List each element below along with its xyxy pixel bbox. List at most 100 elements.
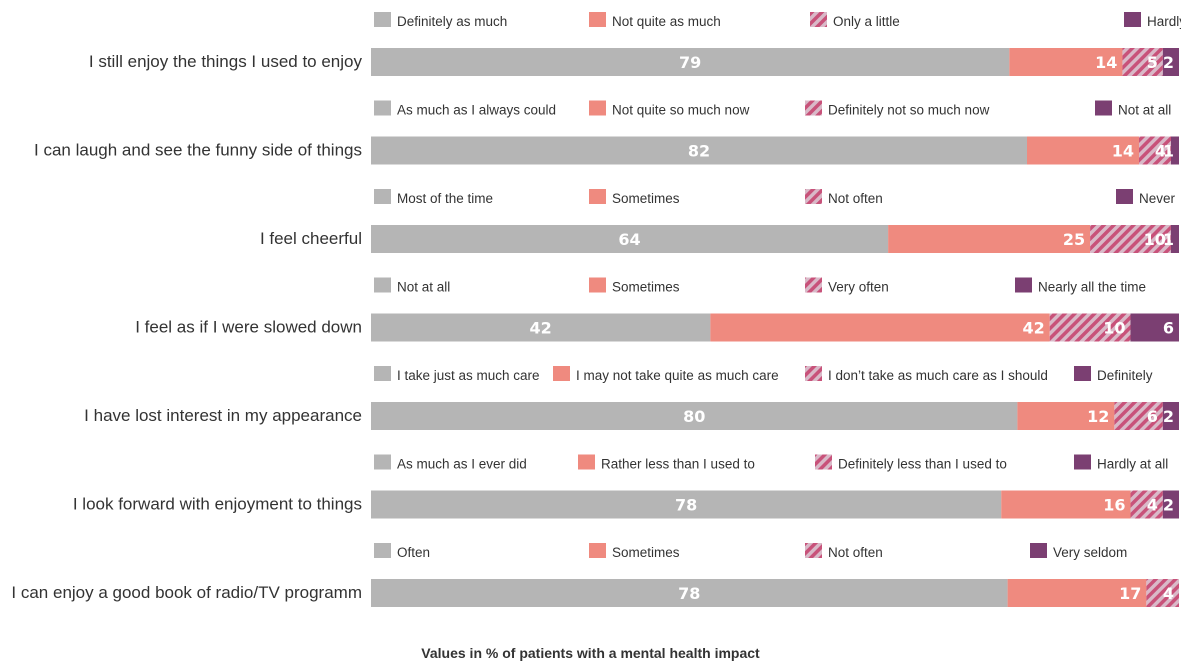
bar-segment <box>1122 48 1163 76</box>
bar-segment <box>1146 579 1179 607</box>
legend-swatch <box>553 366 570 381</box>
bar-value-label: 10 <box>1144 230 1166 249</box>
chart-footnote: Values in % of patients with a mental he… <box>421 645 760 661</box>
bar-segment <box>371 48 1010 76</box>
legend-label: Not often <box>828 191 883 206</box>
question-label: I can enjoy a good book of radio/TV prog… <box>11 583 362 602</box>
legend-label: Definitely <box>1097 368 1153 383</box>
legend-swatch <box>374 277 391 293</box>
legend-label: Not at all <box>1118 103 1171 118</box>
bar-value-label: 12 <box>1087 407 1109 426</box>
legend-swatch <box>810 12 827 27</box>
bar-segment <box>1130 313 1179 342</box>
bar-segment <box>1170 225 1179 253</box>
legend-swatch <box>1074 454 1091 470</box>
bar-value-label: 1 <box>1163 142 1174 161</box>
question-row: I look forward with enjoyment to things A… <box>73 454 1179 519</box>
legend-swatch <box>1116 189 1133 204</box>
legend-swatch <box>589 100 606 116</box>
bar-value-label: 6 <box>1147 407 1158 426</box>
bar-value-label: 17 <box>1119 584 1141 603</box>
legend-label: I don’t take as much care as I should <box>828 368 1048 383</box>
legend-swatch <box>815 454 832 470</box>
legend-label: As much as I always could <box>397 103 556 118</box>
bar-segment <box>888 225 1091 253</box>
bar-segment <box>371 225 889 253</box>
bar-value-label: 82 <box>688 142 710 161</box>
bar-segment <box>371 490 1002 519</box>
bar-value-label: 2 <box>1163 407 1174 426</box>
bar-value-label: 5 <box>1147 53 1158 72</box>
bar-segment <box>1017 402 1115 430</box>
bar-value-label: 2 <box>1163 53 1174 72</box>
chart-plot-area: I still enjoy the things I used to enjoy… <box>11 12 1181 607</box>
question-row: I feel as if I were slowed down Not at al… <box>135 277 1179 342</box>
legend-swatch <box>589 12 606 27</box>
legend-swatch <box>374 100 391 116</box>
legend-label: Only a little <box>833 14 900 29</box>
legend-label: Never <box>1139 191 1176 206</box>
legend-label: Not quite so much now <box>612 103 750 118</box>
legend-label: Hardly at all <box>1147 14 1181 29</box>
legend-swatch <box>805 277 822 293</box>
legend-swatch <box>374 12 391 27</box>
bar-segment <box>1162 48 1179 76</box>
legend-label: Not quite as much <box>612 14 721 29</box>
legend-label: Definitely not so much now <box>828 103 990 118</box>
bar-segment <box>1171 136 1179 165</box>
bar-segment <box>710 313 1050 342</box>
legend-swatch <box>1095 100 1112 116</box>
bar-value-label: 78 <box>678 584 700 603</box>
bar-segment <box>1027 136 1139 165</box>
legend-swatch <box>589 189 606 204</box>
bar-value-label: 4 <box>1147 496 1158 515</box>
question-row: I feel cheerful Most of the time Sometimes… <box>260 189 1179 253</box>
legend-label: Sometimes <box>612 545 680 560</box>
bar-segment <box>1162 402 1179 430</box>
question-label: I feel as if I were slowed down <box>135 318 362 337</box>
bar-segment <box>371 313 711 342</box>
legend-label: Often <box>397 545 430 560</box>
legend-label: Very often <box>828 280 889 295</box>
legend-label: Definitely less than I used to <box>838 457 1007 472</box>
question-row: I have lost interest in my appearance I t… <box>84 366 1179 430</box>
legend-swatch <box>589 277 606 293</box>
legend-swatch <box>578 454 595 470</box>
legend-label: I take just as much care <box>397 368 540 383</box>
legend-swatch <box>589 543 606 558</box>
bar-value-label: 16 <box>1103 496 1125 515</box>
legend-swatch <box>374 189 391 204</box>
bar-value-label: 80 <box>683 407 705 426</box>
bar-value-label: 2 <box>1163 496 1174 515</box>
legend-swatch <box>1074 366 1091 381</box>
bar-value-label: 1 <box>1163 230 1174 249</box>
bar-value-label: 6 <box>1163 319 1174 338</box>
legend-label: Sometimes <box>612 191 680 206</box>
bar-segment <box>371 579 1008 607</box>
legend-swatch <box>805 100 822 116</box>
bar-value-label: 4 <box>1155 142 1166 161</box>
bar-value-label: 10 <box>1103 319 1125 338</box>
question-row: I still enjoy the things I used to enjoy… <box>89 12 1181 76</box>
question-label: I have lost interest in my appearance <box>84 406 362 425</box>
bar-segment <box>1007 579 1147 607</box>
question-label: I feel cheerful <box>260 229 362 248</box>
bar-value-label: 42 <box>1022 319 1044 338</box>
legend-label: Sometimes <box>612 280 680 295</box>
bar-value-label: 4 <box>1163 584 1174 603</box>
legend-swatch <box>1124 12 1141 27</box>
question-row: I can enjoy a good book of radio/TV prog… <box>11 543 1179 607</box>
legend-swatch <box>805 366 822 381</box>
bar-segment <box>1049 313 1131 342</box>
legend-swatch <box>374 454 391 470</box>
question-row: I can laugh and see the funny side of th… <box>34 100 1179 165</box>
bar-segment <box>1130 490 1163 519</box>
bar-value-label: 78 <box>675 496 697 515</box>
legend-label: Most of the time <box>397 191 493 206</box>
legend-label: Not often <box>828 545 883 560</box>
bar-value-label: 42 <box>530 319 552 338</box>
legend-label: Very seldom <box>1053 545 1127 560</box>
legend-label: Hardly at all <box>1097 457 1168 472</box>
question-label: I still enjoy the things I used to enjoy <box>89 52 363 71</box>
